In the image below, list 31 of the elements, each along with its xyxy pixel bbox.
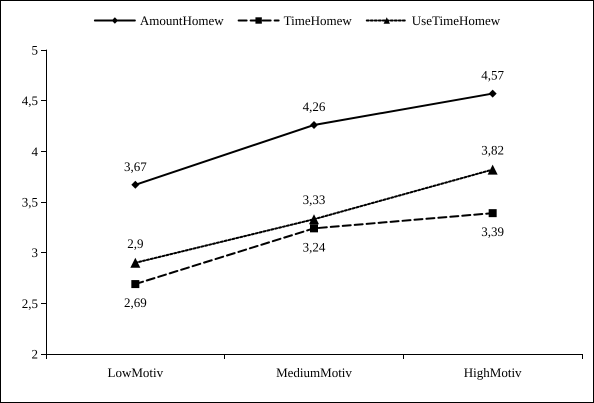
point bbox=[310, 224, 318, 232]
y-tick-label: 2 bbox=[32, 346, 38, 362]
y-tick-label: 5 bbox=[32, 42, 38, 58]
point bbox=[131, 280, 140, 288]
data-label: 4,57 bbox=[481, 68, 505, 83]
data-label: 2,69 bbox=[124, 295, 147, 310]
legend-label: TimeHomew bbox=[284, 13, 352, 28]
y-tick-label: 4 bbox=[32, 144, 38, 159]
y-tick-label: 3,5 bbox=[22, 194, 38, 210]
point bbox=[309, 214, 319, 224]
data-label: 4,26 bbox=[302, 98, 326, 114]
x-tick-label: LowMotiv bbox=[108, 365, 164, 380]
point bbox=[488, 164, 498, 175]
data-label: 3,24 bbox=[302, 239, 326, 254]
data-label: 2,9 bbox=[127, 236, 144, 251]
point bbox=[488, 209, 497, 218]
point bbox=[131, 180, 140, 189]
point bbox=[310, 120, 318, 129]
legend-label: UseTimeHomew bbox=[412, 13, 501, 28]
y-tick-label: 3 bbox=[32, 245, 38, 260]
legend-label: AmountHomew bbox=[140, 13, 224, 28]
data-label: 3,39 bbox=[481, 224, 504, 240]
data-label: 3,82 bbox=[481, 142, 504, 158]
point bbox=[488, 90, 497, 98]
x-tick-label: HighMotiv bbox=[464, 365, 522, 380]
data-label: 3,33 bbox=[302, 192, 326, 208]
y-tick-label: 4,5 bbox=[22, 93, 38, 108]
y-tick-label: 2,5 bbox=[22, 296, 38, 311]
x-tick-label: MediumMotiv bbox=[276, 365, 352, 380]
point bbox=[130, 258, 140, 268]
data-label: 3,67 bbox=[124, 158, 148, 174]
